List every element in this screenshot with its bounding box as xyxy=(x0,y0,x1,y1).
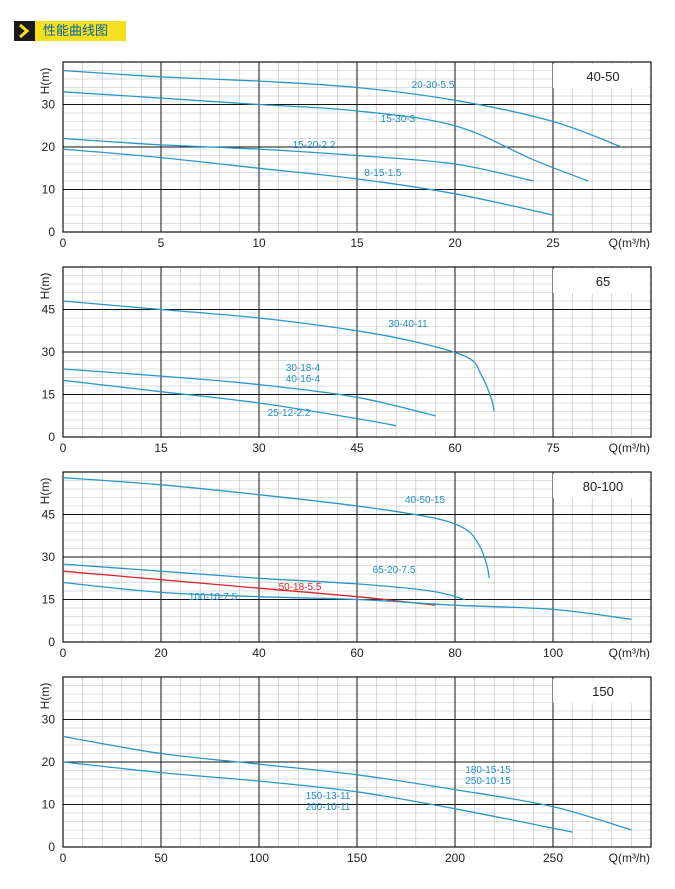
x-tick-label: 100 xyxy=(249,851,269,865)
series-label: 30-40-11 xyxy=(388,319,428,330)
x-tick-label: 30 xyxy=(252,441,266,455)
y-tick-label: 10 xyxy=(42,798,56,812)
series-label: 20-30-5.5 xyxy=(412,80,455,91)
chart-panel-3: 150 0 10 20 30 0 50 100 150 200 250 H(m) Q(m³/h) 180-… xyxy=(38,676,652,865)
x-tick-label: 75 xyxy=(546,441,560,455)
x-tick-label: 40 xyxy=(252,646,266,660)
x-axis-label: Q(m³/h) xyxy=(609,851,650,865)
x-tick-label: 150 xyxy=(347,851,367,865)
series-curve-2-2 xyxy=(62,570,436,606)
x-tick-label: 0 xyxy=(60,851,67,865)
x-axis-label: Q(m³/h) xyxy=(609,236,650,250)
x-tick-label: 60 xyxy=(448,441,462,455)
series-label: 50-18-5.5 xyxy=(279,582,322,593)
series-label: 65-20-7.5 xyxy=(373,565,416,576)
y-tick-label: 30 xyxy=(42,98,56,112)
series-label: 15-20-2.2 xyxy=(293,140,336,151)
plot-frame xyxy=(62,61,652,233)
y-tick-label: 30 xyxy=(42,345,56,359)
y-tick-label: 30 xyxy=(42,713,56,727)
y-axis-label: H(m) xyxy=(38,478,52,505)
y-tick-label: 15 xyxy=(42,388,56,402)
x-tick-label: 80 xyxy=(448,646,462,660)
y-tick-label: 45 xyxy=(42,303,56,317)
series-label: 250-10-15 xyxy=(465,776,511,787)
y-tick-label: 0 xyxy=(48,225,55,239)
series-curve-1-0 xyxy=(62,300,495,412)
y-axis-label: H(m) xyxy=(38,273,52,300)
plot-frame xyxy=(62,471,652,643)
series-curve-2-1 xyxy=(62,563,465,601)
series-label: 40-16-4 xyxy=(286,374,321,385)
series-label: 40-50-15 xyxy=(405,495,445,506)
x-axis-label: Q(m³/h) xyxy=(609,646,650,660)
y-axis-label: H(m) xyxy=(38,68,52,95)
chart-title-box xyxy=(553,474,649,498)
series-curve-1-1 xyxy=(62,368,436,417)
x-tick-label: 25 xyxy=(546,236,560,250)
chart-panel-2: 80-100 0 15 30 45 0 20 40 60 80 100 H(m) Q(m³/h) 40-5… xyxy=(38,471,652,660)
series-curve-0-1 xyxy=(62,91,589,182)
series-curve-0-2 xyxy=(62,137,534,182)
chart-title: 65 xyxy=(596,274,610,289)
chart-title: 80-100 xyxy=(583,479,623,494)
y-tick-label: 0 xyxy=(48,635,55,649)
chart-panel-1: 65 0 15 30 45 0 15 30 45 60 75 H(m) Q(m³/h) 30-40-11 3… xyxy=(38,266,652,455)
x-tick-label: 5 xyxy=(158,236,165,250)
x-tick-label: 100 xyxy=(543,646,563,660)
series-curve-3-1 xyxy=(62,761,573,833)
x-tick-label: 15 xyxy=(350,236,364,250)
x-tick-label: 50 xyxy=(154,851,168,865)
y-axis-label: H(m) xyxy=(38,683,52,710)
x-tick-label: 20 xyxy=(154,646,168,660)
x-tick-label: 250 xyxy=(543,851,563,865)
y-tick-label: 10 xyxy=(42,183,56,197)
chevron-right-icon xyxy=(14,21,35,41)
y-tick-label: 15 xyxy=(42,593,56,607)
section-title: 性能曲线图 xyxy=(35,21,126,41)
y-tick-label: 0 xyxy=(48,840,55,854)
series-label: 100-10-7.5 xyxy=(189,592,238,603)
x-tick-label: 0 xyxy=(60,441,67,455)
chart-title: 150 xyxy=(592,684,614,699)
x-axis-label: Q(m³/h) xyxy=(609,441,650,455)
x-tick-label: 0 xyxy=(60,236,67,250)
series-curve-2-3 xyxy=(62,581,632,620)
series-label: 200-10-11 xyxy=(306,802,351,813)
plot-frame xyxy=(62,266,652,438)
series-curve-1-2 xyxy=(62,379,397,427)
series-curve-2-0 xyxy=(62,477,490,579)
x-tick-label: 60 xyxy=(350,646,364,660)
chart-title-box xyxy=(553,269,649,293)
series-curve-0-0 xyxy=(62,69,622,148)
x-tick-label: 20 xyxy=(448,236,462,250)
x-tick-label: 0 xyxy=(60,646,67,660)
y-tick-label: 30 xyxy=(42,550,56,564)
section-header: 性能曲线图 xyxy=(14,21,126,41)
series-label: 15-30-3 xyxy=(381,114,416,125)
x-tick-label: 200 xyxy=(445,851,465,865)
y-tick-label: 20 xyxy=(42,755,56,769)
chart-title: 40-50 xyxy=(586,69,619,84)
y-tick-label: 45 xyxy=(42,508,56,522)
chart-title-box xyxy=(553,679,649,703)
x-tick-label: 15 xyxy=(154,441,168,455)
series-label: 180-15-15 xyxy=(465,765,511,776)
series-curve-0-3 xyxy=(62,148,554,216)
series-label: 150-13-11 xyxy=(306,791,351,802)
chart-title-box xyxy=(553,64,649,88)
series-label: 25-12-2.2 xyxy=(268,408,311,419)
y-tick-label: 0 xyxy=(48,430,55,444)
series-curve-3-0 xyxy=(62,735,632,831)
chart-panel-0: 40-50 0 10 20 30 0 5 10 15 20 25 H(m) Q(m³/h) 20-30-5… xyxy=(38,61,652,250)
series-label: 8-15-1.5 xyxy=(364,168,402,179)
y-tick-label: 20 xyxy=(42,140,56,154)
x-tick-label: 45 xyxy=(350,441,364,455)
series-label: 30-18-4 xyxy=(286,363,321,374)
x-tick-label: 10 xyxy=(252,236,266,250)
